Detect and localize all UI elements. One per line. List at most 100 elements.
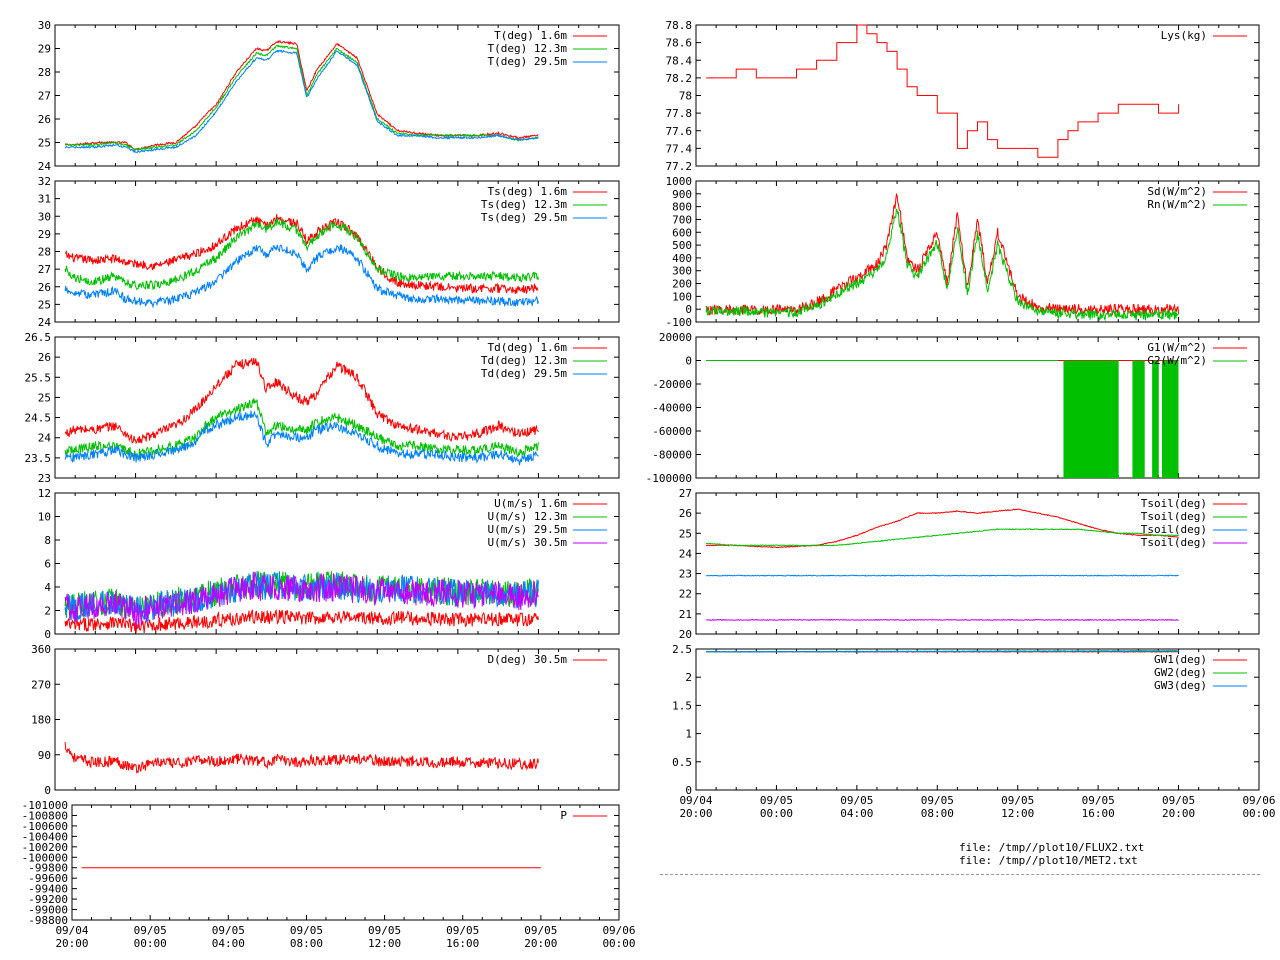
legend-label: GW1(deg)	[1154, 653, 1207, 666]
y-tick-label: -99800	[28, 862, 68, 875]
right-x-time-label: 20:00	[1162, 807, 1195, 820]
right-x-time-label: 12:00	[1001, 807, 1034, 820]
y-tick-label: 25	[38, 298, 51, 311]
y-tick-label: 26	[679, 507, 692, 520]
y-tick-label: 27	[38, 90, 51, 103]
y-tick-label: 600	[672, 226, 692, 239]
series-line-2	[64, 570, 539, 623]
y-tick-label: 24	[679, 547, 693, 560]
y-tick-label: 28	[38, 66, 51, 79]
right-x-date-label: 09/05	[1082, 794, 1115, 807]
legend-label: U(m/s) 30.5m	[488, 536, 568, 549]
right-x-date-label: 09/04	[679, 794, 712, 807]
series-line-0	[705, 192, 1180, 316]
left-x-date-label: 09/05	[212, 924, 245, 937]
left-x-time-label: 16:00	[446, 937, 479, 950]
y-tick-label: 10	[38, 511, 51, 524]
chart-panel-right-5: 2.5 2 1.5 1 0.5 0 GW1(deg)GW2(deg)GW3(deg)	[672, 643, 1260, 797]
legend-label: Sd(W/m^2)	[1147, 185, 1207, 198]
y-tick-label: 27	[679, 487, 692, 500]
plot-frame	[71, 804, 620, 921]
y-tick-label: 77.6	[666, 125, 693, 138]
y-tick-label: 25	[38, 391, 51, 404]
y-tick-label: 28	[38, 246, 51, 259]
y-tick-label: 0	[44, 628, 51, 641]
right-x-date-label: 09/05	[1001, 794, 1034, 807]
y-tick-label: 12	[38, 487, 51, 500]
y-tick-label: 21	[679, 608, 692, 621]
right-x-date-label: 09/06	[1242, 794, 1275, 807]
left-x-time-label: 12:00	[368, 937, 401, 950]
series-line-2	[64, 410, 539, 466]
y-tick-label: 77.8	[666, 107, 693, 120]
legend-label: T(deg) 29.5m	[488, 55, 568, 68]
series-line-3	[706, 618, 1179, 622]
right-x-date-label: 09/05	[760, 794, 793, 807]
legend-label: U(m/s) 1.6m	[494, 497, 567, 510]
y-tick-label: -60000	[652, 425, 692, 438]
left-x-time-label: 00:00	[134, 937, 167, 950]
chart-panel-right-3: 20000 0 -20000 -40000 -60000 -80000 -100000 G1(…	[646, 331, 1260, 485]
left-x-time-label: 00:00	[602, 937, 635, 950]
y-tick-label: 270	[31, 678, 51, 691]
chart-panel-left-4: 12 10 8 6 4 2 0 U(m/s) 1.6mU(m/s) 12.3mU(m/s) 2…	[38, 487, 620, 641]
y-tick-label: 20	[679, 628, 692, 641]
y-tick-label: 360	[31, 643, 51, 656]
chart-panel-right-4: 2726252423222120Tsoil(deg)Tsoil(deg)Tsoi…	[679, 487, 1260, 641]
series-line-2	[64, 49, 539, 154]
y-tick-label: 78.6	[666, 37, 693, 50]
legend-label: G1(W/m^2)	[1147, 341, 1207, 354]
legend-label: Ts(deg) 1.6m	[488, 185, 568, 198]
legend-label: P	[560, 809, 567, 822]
y-tick-label: 0.5	[672, 756, 692, 769]
y-tick-label: 26	[38, 281, 51, 294]
legend-label: Ts(deg) 29.5m	[481, 211, 567, 224]
y-tick-label: -99600	[28, 872, 68, 885]
legend-label: Td(deg) 12.3m	[481, 354, 567, 367]
left-x-date-label: 09/05	[134, 924, 167, 937]
file-label-met: file: /tmp//plot10/MET2.txt	[959, 854, 1138, 867]
legend-label: Td(deg) 1.6m	[488, 341, 568, 354]
left-x-date-label: 09/05	[446, 924, 479, 937]
y-tick-label: 0	[685, 355, 692, 368]
y-tick-label: 0	[685, 784, 692, 797]
right-x-date-label: 09/05	[921, 794, 954, 807]
y-tick-label: 0	[685, 303, 692, 316]
legend-label: G2(W/m^2)	[1147, 354, 1207, 367]
y-tick-label: 24	[38, 432, 52, 445]
y-tick-label: -100	[666, 316, 693, 329]
legend-label: Rn(W/m^2)	[1147, 198, 1207, 211]
left-x-date-label: 09/04	[55, 924, 88, 937]
legend-label: Tsoil(deg)	[1141, 536, 1207, 549]
legend-label: GW3(deg)	[1154, 679, 1207, 692]
y-tick-label: 800	[672, 201, 692, 214]
y-tick-label: 900	[672, 188, 692, 201]
y-tick-label: 2.5	[672, 643, 692, 656]
legend-label: D(deg) 30.5m	[488, 653, 568, 666]
y-tick-label: 27	[38, 263, 51, 276]
y-tick-label: -20000	[652, 378, 692, 391]
legend-label: U(m/s) 12.3m	[488, 510, 568, 523]
right-x-time-label: 00:00	[1242, 807, 1275, 820]
y-tick-label: -101000	[22, 799, 68, 812]
y-tick-label: -100600	[22, 820, 68, 833]
y-tick-label: 24	[38, 316, 52, 329]
y-tick-label: 700	[672, 213, 692, 226]
y-tick-label: -99000	[28, 904, 68, 917]
right-x-time-label: 16:00	[1082, 807, 1115, 820]
right-x-time-label: 04:00	[840, 807, 873, 820]
y-tick-label: -100000	[646, 472, 692, 485]
left-x-time-label: 04:00	[212, 937, 245, 950]
y-tick-label: 78.4	[666, 54, 693, 67]
right-x-time-label: 20:00	[679, 807, 712, 820]
file-label-flux: file: /tmp//plot10/FLUX2.txt	[959, 841, 1145, 854]
separator-line	[660, 874, 1260, 875]
y-tick-label: 24	[38, 160, 52, 173]
y-tick-label: 32	[38, 175, 51, 188]
y-tick-label: 200	[672, 278, 692, 291]
y-tick-label: 24.5	[25, 412, 52, 425]
y-tick-label: 26	[38, 113, 51, 126]
series-line-0	[64, 741, 539, 774]
y-tick-label: 6	[44, 558, 51, 571]
y-tick-label: 23	[679, 568, 692, 581]
